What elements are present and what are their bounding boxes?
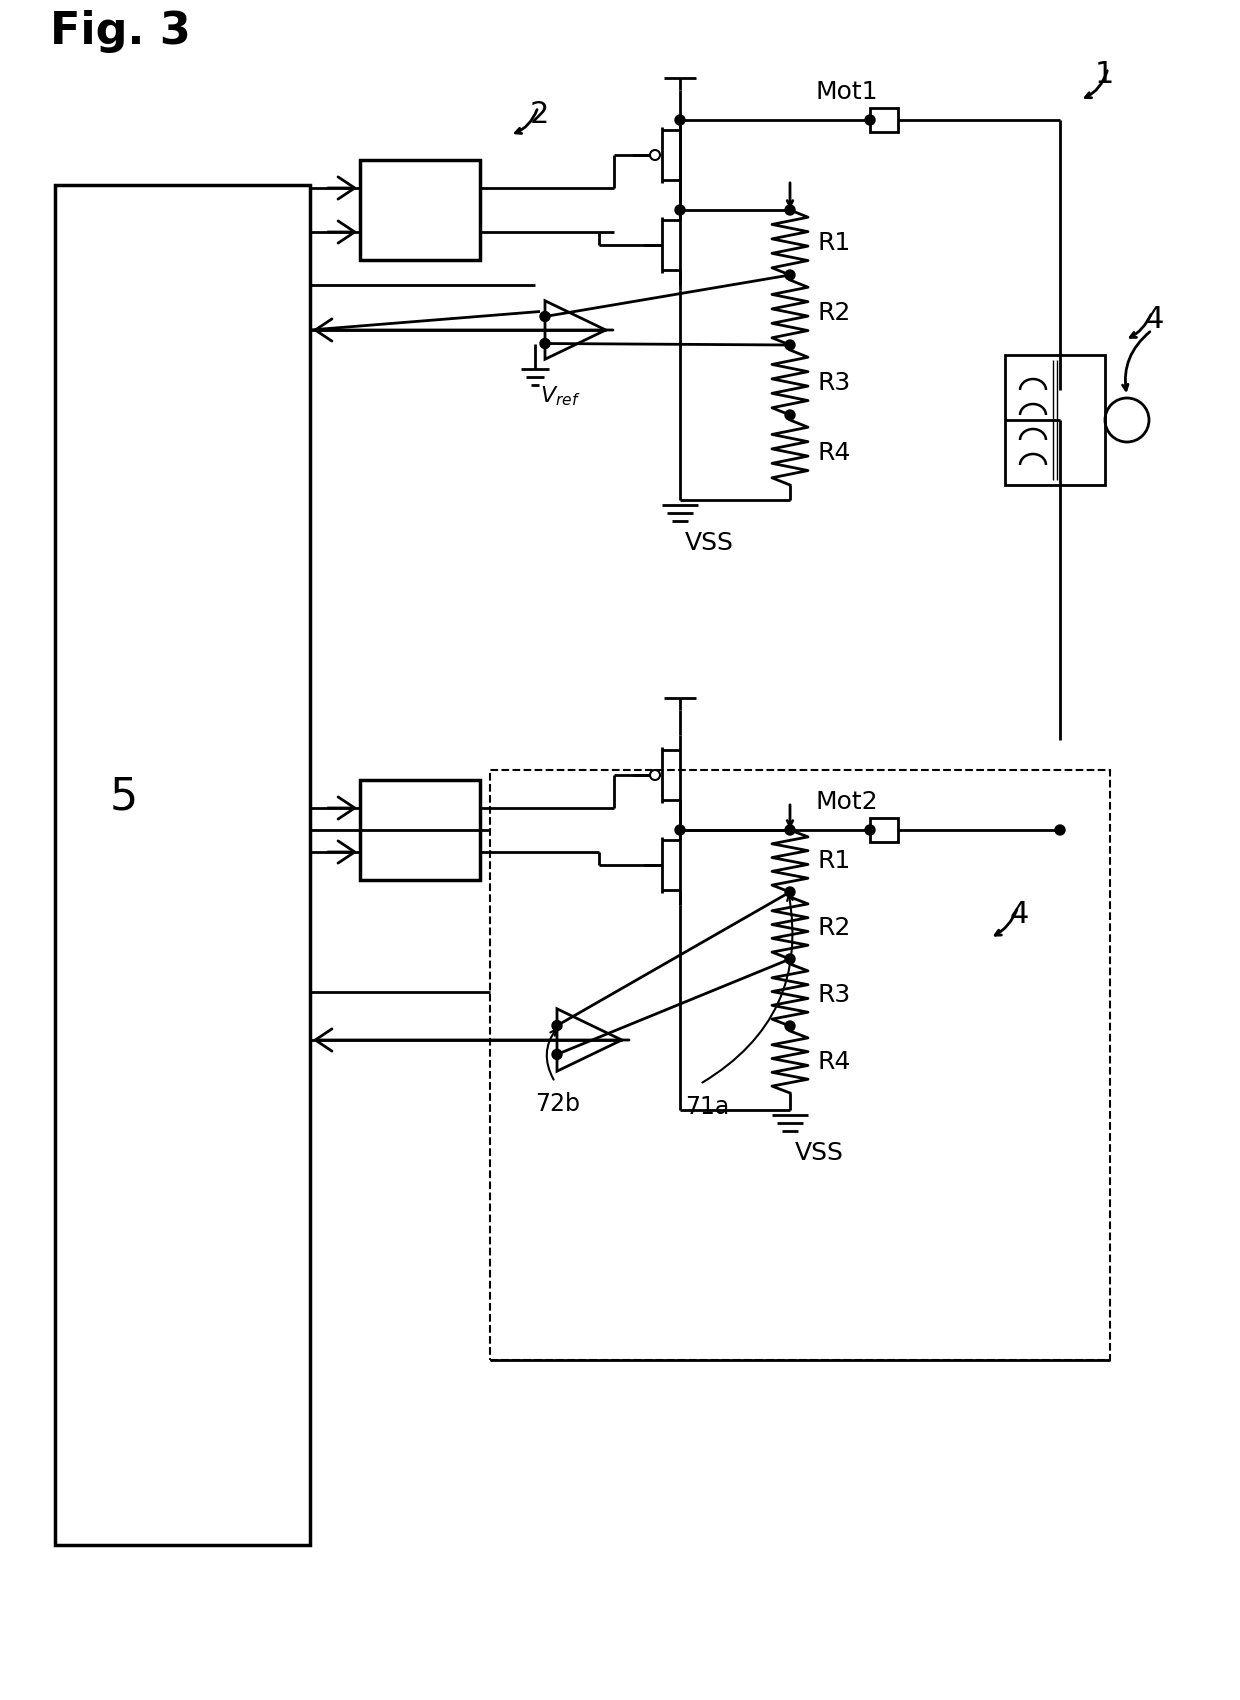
Circle shape <box>785 206 795 214</box>
Circle shape <box>866 824 875 835</box>
Text: R4: R4 <box>818 440 852 464</box>
Circle shape <box>552 1020 562 1030</box>
Text: R4: R4 <box>818 1051 852 1074</box>
Text: 71a: 71a <box>684 1095 729 1119</box>
Text: VSS: VSS <box>684 530 734 554</box>
Circle shape <box>785 1022 795 1030</box>
Text: R1: R1 <box>818 848 851 874</box>
Text: 1: 1 <box>1095 60 1115 88</box>
Circle shape <box>785 270 795 280</box>
Text: VSS: VSS <box>795 1141 844 1164</box>
Bar <box>360 160 480 260</box>
Circle shape <box>785 410 795 420</box>
Circle shape <box>1055 824 1065 835</box>
Text: Fig. 3: Fig. 3 <box>50 10 191 53</box>
Circle shape <box>785 954 795 964</box>
Text: 5: 5 <box>110 775 138 818</box>
Circle shape <box>552 1049 562 1059</box>
Bar <box>55 185 310 1545</box>
Circle shape <box>675 116 684 126</box>
Text: 2: 2 <box>529 100 549 129</box>
Bar <box>870 109 898 133</box>
Text: R3: R3 <box>818 983 851 1006</box>
Circle shape <box>539 338 551 348</box>
Bar <box>1004 355 1105 484</box>
Circle shape <box>785 887 795 898</box>
Circle shape <box>785 824 795 835</box>
Text: Mot2: Mot2 <box>815 790 878 814</box>
Text: 4: 4 <box>1145 304 1164 333</box>
Text: 72b: 72b <box>534 1091 580 1115</box>
Circle shape <box>866 116 875 126</box>
Text: Mot1: Mot1 <box>815 80 878 104</box>
Text: R1: R1 <box>818 231 851 255</box>
Circle shape <box>675 824 684 835</box>
Circle shape <box>675 206 684 214</box>
Bar <box>360 780 480 881</box>
Circle shape <box>539 311 551 321</box>
Bar <box>490 770 1110 1360</box>
Circle shape <box>785 340 795 350</box>
Text: 4: 4 <box>1011 899 1029 928</box>
Text: R3: R3 <box>818 371 851 394</box>
Bar <box>870 818 898 842</box>
Text: R2: R2 <box>818 916 852 940</box>
Text: R2: R2 <box>818 301 852 325</box>
Text: $V_{ref}$: $V_{ref}$ <box>539 384 580 408</box>
